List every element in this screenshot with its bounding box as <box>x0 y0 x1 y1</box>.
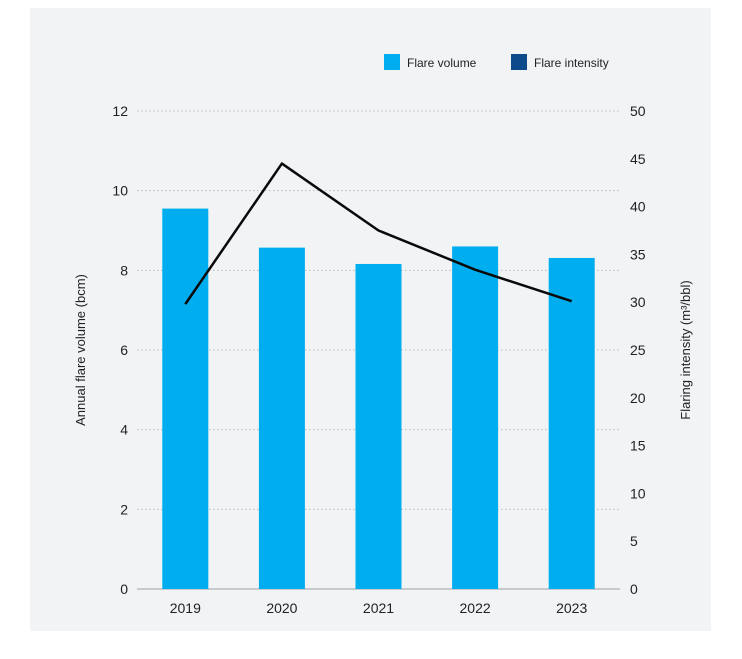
x-tick-label: 2019 <box>170 600 201 616</box>
left-tick-label: 0 <box>120 581 128 597</box>
x-axis-ticks: 2019 2020 2021 2022 2023 <box>170 600 588 616</box>
line-flare-intensity <box>184 162 573 305</box>
right-axis-title: Flaring intensity (m³/bbl) <box>678 280 693 419</box>
legend-swatch-flare-volume <box>384 54 400 70</box>
bar-flare-volume-2023 <box>548 257 595 589</box>
legend-label-flare-intensity: Flare intensity <box>534 56 609 70</box>
bar-flare-volume-2020 <box>258 247 305 589</box>
right-tick-label: 0 <box>630 581 638 597</box>
right-tick-label: 10 <box>630 485 646 501</box>
right-axis-ticks: 0 5 10 15 20 25 30 35 40 45 50 <box>630 103 646 597</box>
x-tick-label: 2022 <box>460 600 491 616</box>
bar-flare-volume-2019 <box>162 208 209 589</box>
bar-flare-volume-2021 <box>355 263 402 589</box>
left-tick-label: 12 <box>112 103 128 119</box>
right-tick-label: 20 <box>630 390 646 406</box>
left-tick-label: 2 <box>120 501 128 517</box>
right-tick-label: 15 <box>630 438 646 454</box>
right-tick-label: 5 <box>630 533 638 549</box>
left-axis-title: Annual flare volume (bcm) <box>73 274 88 426</box>
legend-swatch-flare-intensity <box>511 54 527 70</box>
line-series <box>184 162 573 305</box>
legend-label-flare-volume: Flare volume <box>407 56 477 70</box>
right-tick-label: 50 <box>630 103 646 119</box>
x-tick-label: 2020 <box>266 600 297 616</box>
right-tick-label: 45 <box>630 151 646 167</box>
bar-series <box>162 208 595 589</box>
right-tick-label: 40 <box>630 199 646 215</box>
left-axis-ticks: 0 2 4 6 8 10 12 <box>112 103 128 597</box>
left-tick-label: 4 <box>120 422 128 438</box>
left-tick-label: 8 <box>120 262 128 278</box>
legend: Flare volume Flare intensity <box>384 54 609 70</box>
right-tick-label: 35 <box>630 246 646 262</box>
right-tick-label: 30 <box>630 294 646 310</box>
x-tick-label: 2023 <box>556 600 587 616</box>
x-tick-label: 2021 <box>363 600 394 616</box>
left-tick-label: 10 <box>112 183 128 199</box>
bar-flare-volume-2022 <box>452 246 499 589</box>
left-tick-label: 6 <box>120 342 128 358</box>
right-tick-label: 25 <box>630 342 646 358</box>
